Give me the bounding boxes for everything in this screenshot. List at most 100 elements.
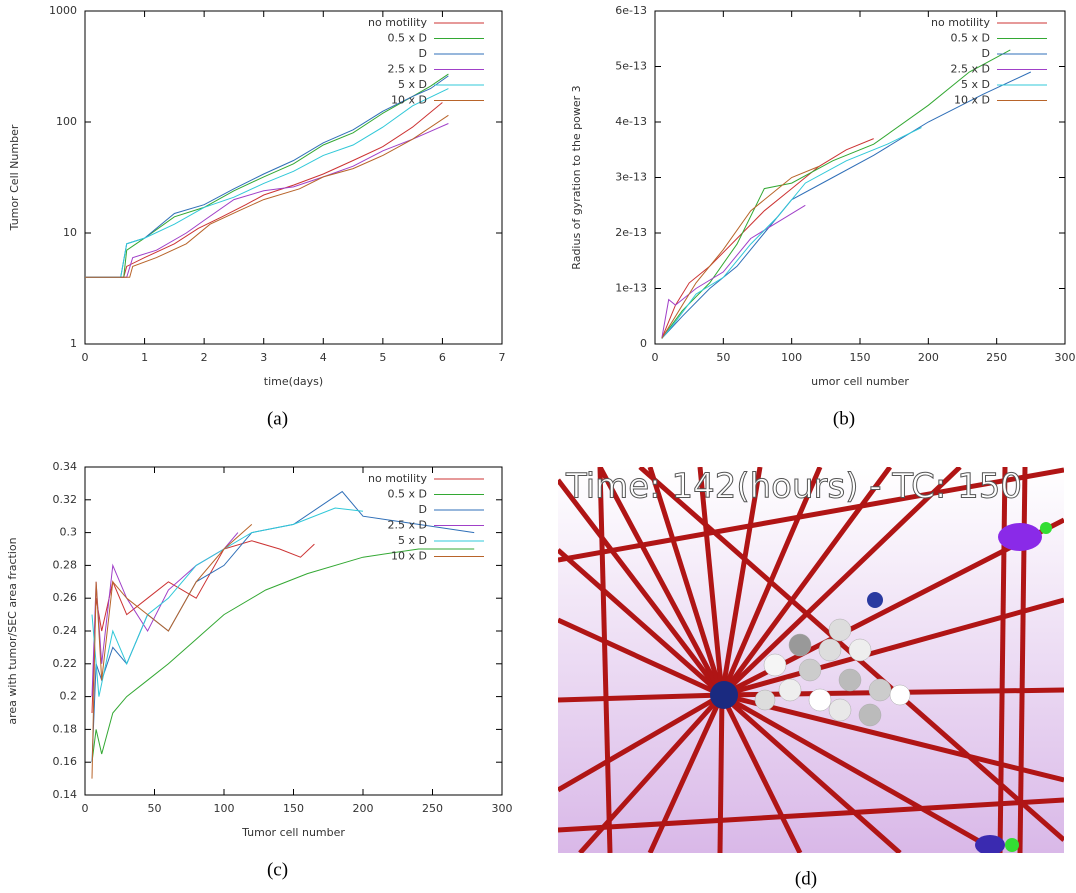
x-tick-label: 5 [379,351,386,364]
series-line [91,507,364,697]
legend-label: 10 x D [954,94,990,107]
series-line [661,71,1032,339]
y-tick-label: 0.34 [53,460,78,473]
legend-label: 2.5 x D [388,63,427,76]
series-line [661,204,806,339]
series-line [661,127,922,339]
legend-label: 5 x D [398,534,427,547]
series-line [661,138,874,339]
x-axis-label: time(days) [264,375,323,388]
y-tick-label: 4e-13 [615,115,647,128]
legend-label: no motility [368,16,427,29]
legend-label: D [982,47,990,60]
y-axis-label: Tumor Cell Number [8,124,21,231]
x-tick-label: 200 [353,802,374,815]
y-tick-label: 100 [56,115,77,128]
legend-label: 0.5 x D [388,488,427,501]
legend-label: 0.5 x D [951,32,990,45]
series-line [85,123,449,278]
series-line [91,524,253,779]
legend-label: 5 x D [398,78,427,91]
x-tick-label: 300 [492,802,513,815]
x-tick-label: 3 [260,351,267,364]
x-tick-label: 50 [148,802,162,815]
caption: (c) [267,859,288,880]
y-axis-label: area with tumor/SEC area fraction [6,537,19,724]
x-tick-label: 250 [422,802,443,815]
plot-frame [84,10,503,345]
y-tick-label: 0.22 [53,657,78,670]
legend-label: 2.5 x D [951,63,990,76]
x-axis-label: umor cell number [811,375,909,388]
x-tick-label: 4 [320,351,327,364]
y-tick-label: 0.14 [53,788,78,801]
series-line [85,73,449,278]
x-tick-label: 50 [716,351,730,364]
green-cell [1005,838,1019,852]
blue-cell [710,681,738,709]
legend-label: D [419,503,427,516]
y-tick-label: 5e-13 [615,60,647,73]
y-tick-label: 10 [63,226,77,239]
caption: (b) [833,408,855,429]
series-line [661,165,820,339]
y-tick-label: 1 [70,337,77,350]
series-line [91,540,315,714]
series-line [91,548,475,763]
legend-label: 10 x D [391,550,427,563]
series-line [85,102,443,278]
y-tick-label: 0 [640,337,647,350]
x-tick-label: 250 [986,351,1007,364]
x-tick-label: 300 [1055,351,1076,364]
caption: (d) [795,868,817,889]
purple-cell [975,835,1005,853]
legend-label: no motility [368,472,427,485]
x-tick-label: 0 [82,351,89,364]
green-cell [1040,522,1052,534]
y-tick-label: 0.24 [53,624,78,637]
y-tick-label: 2e-13 [615,226,647,239]
x-tick-label: 100 [781,351,802,364]
y-tick-label: 3e-13 [615,171,647,184]
y-tick-label: 1000 [49,4,77,17]
x-tick-label: 0 [652,351,659,364]
x-tick-label: 2 [201,351,208,364]
y-tick-label: 6e-13 [615,4,647,17]
y-tick-label: 0.2 [60,690,78,703]
x-tick-label: 0 [82,802,89,815]
tumor-cells [754,618,911,727]
legend-label: 2.5 x D [388,519,427,532]
series-line [85,88,449,278]
plot-frame [654,10,1066,345]
legend-label: 5 x D [961,78,990,91]
series-line [661,49,1011,339]
legend-label: 0.5 x D [388,32,427,45]
image-overlay-text: Time: 142(hours) - TC: 150 [565,467,1022,507]
x-tick-label: 100 [214,802,235,815]
x-tick-label: 6 [439,351,446,364]
y-tick-label: 0.28 [53,558,78,571]
x-axis-label: Tumor cell number [241,826,345,839]
x-tick-label: 7 [499,351,506,364]
purple-cell [998,523,1042,551]
y-tick-label: 0.32 [53,493,78,506]
y-tick-label: 0.26 [53,591,78,604]
y-tick-label: 0.3 [60,526,78,539]
blue-cell [867,592,883,608]
y-tick-label: 0.18 [53,722,78,735]
y-tick-label: 1e-13 [615,282,647,295]
x-tick-label: 1 [141,351,148,364]
series-line [85,114,449,278]
simulation-image: Time: 142(hours) - TC: 150 [558,467,1064,853]
y-axis-label: Radius of gyration to the power 3 [570,85,583,269]
x-tick-label: 200 [918,351,939,364]
series-line [91,532,239,697]
x-tick-label: 150 [283,802,304,815]
legend-label: D [419,47,427,60]
legend-label: 10 x D [391,94,427,107]
legend-label: no motility [931,16,990,29]
x-tick-label: 150 [850,351,871,364]
caption: (a) [267,408,288,429]
y-tick-label: 0.16 [53,755,78,768]
